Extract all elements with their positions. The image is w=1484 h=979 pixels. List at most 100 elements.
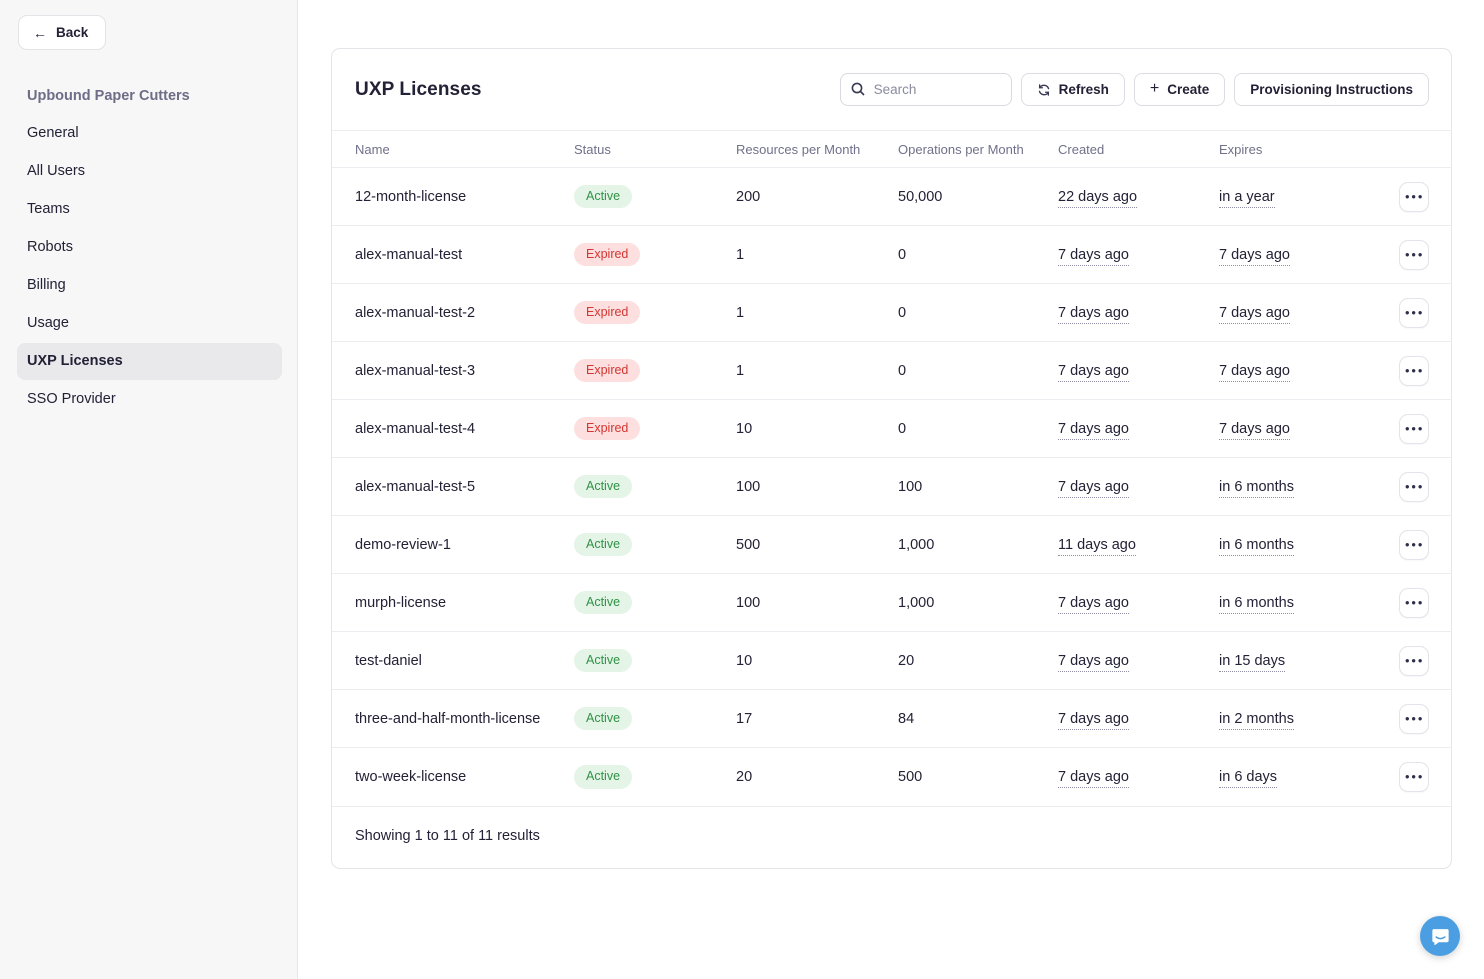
row-menu-button[interactable]: ●●● [1399, 355, 1429, 386]
row-menu-button[interactable]: ●●● [1399, 587, 1429, 618]
table-row: 12-month-license Active 200 50,000 22 da… [332, 167, 1451, 226]
ellipsis-icon: ●●● [1404, 597, 1425, 607]
cell-expires: in 6 months [1219, 457, 1379, 516]
create-button[interactable]: + Create [1133, 73, 1226, 106]
cell-name: 12-month-license [332, 167, 574, 226]
table-row: demo-review-1 Active 500 1,000 11 days a… [332, 515, 1451, 574]
created-tooltip-text: 7 days ago [1058, 594, 1129, 614]
cell-created: 11 days ago [1058, 515, 1219, 574]
cell-created: 7 days ago [1058, 341, 1219, 400]
table-row: three-and-half-month-license Active 17 8… [332, 689, 1451, 748]
column-header-expires: Expires [1219, 130, 1379, 168]
cell-status: Active [574, 689, 736, 748]
main-content: UXP Licenses [298, 0, 1484, 979]
cell-actions: ●●● [1379, 341, 1451, 400]
expires-tooltip-text: in a year [1219, 188, 1275, 208]
toolbar: Refresh + Create Provisioning Instructio… [839, 73, 1429, 106]
cell-name: alex-manual-test-4 [332, 399, 574, 458]
ellipsis-icon: ●●● [1404, 191, 1425, 201]
cell-resources: 17 [736, 689, 898, 748]
created-tooltip-text: 7 days ago [1058, 246, 1129, 266]
created-tooltip-text: 22 days ago [1058, 188, 1138, 208]
cell-operations: 84 [898, 689, 1058, 748]
row-menu-button[interactable]: ●●● [1399, 529, 1429, 560]
status-badge: Active [574, 590, 633, 615]
cell-created: 7 days ago [1058, 689, 1219, 748]
cell-name: murph-license [332, 573, 574, 632]
cell-name: alex-manual-test-5 [332, 457, 574, 516]
created-tooltip-text: 7 days ago [1058, 304, 1129, 324]
sidebar-item-robots[interactable]: Robots [27, 239, 73, 255]
cell-status: Active [574, 167, 736, 226]
status-badge: Active [574, 474, 633, 499]
cell-expires: 7 days ago [1219, 341, 1379, 400]
back-button-label: Back [56, 25, 89, 40]
cell-resources: 10 [736, 399, 898, 458]
row-menu-button[interactable]: ●●● [1399, 239, 1429, 270]
cell-status: Expired [574, 399, 736, 458]
created-tooltip-text: 7 days ago [1058, 652, 1129, 672]
table-body: 12-month-license Active 200 50,000 22 da… [332, 167, 1451, 806]
created-tooltip-text: 7 days ago [1058, 420, 1129, 440]
column-header-actions [1379, 130, 1451, 168]
created-tooltip-text: 7 days ago [1058, 768, 1129, 788]
ellipsis-icon: ●●● [1404, 539, 1425, 549]
plus-icon: + [1149, 80, 1160, 97]
created-tooltip-text: 7 days ago [1058, 362, 1129, 382]
ellipsis-icon: ●●● [1404, 365, 1425, 375]
cell-name: demo-review-1 [332, 515, 574, 574]
chat-launcher-button[interactable] [1420, 916, 1460, 956]
row-menu-button[interactable]: ●●● [1399, 297, 1429, 328]
licenses-table: Name Status Resources per Month Operations … [332, 130, 1451, 806]
expires-tooltip-text: in 2 months [1219, 710, 1294, 730]
ellipsis-icon: ●●● [1404, 655, 1425, 665]
provisioning-instructions-button[interactable]: Provisioning Instructions [1234, 73, 1429, 106]
sidebar-item-all-users[interactable]: All Users [27, 163, 86, 179]
sidebar-item-general[interactable]: General [27, 125, 79, 141]
cell-status: Expired [574, 283, 736, 342]
licenses-card: UXP Licenses [331, 48, 1452, 869]
status-badge: Active [574, 184, 633, 209]
table-row: two-week-license Active 20 500 7 days ag… [332, 748, 1451, 806]
ellipsis-icon: ●●● [1404, 771, 1425, 781]
table-row: alex-manual-test-3 Expired 1 0 7 days ag… [332, 341, 1451, 400]
cell-operations: 0 [898, 341, 1058, 400]
cell-operations: 20 [898, 631, 1058, 690]
back-button[interactable]: ← Back [18, 15, 107, 50]
row-menu-button[interactable]: ●●● [1399, 761, 1429, 792]
sidebar-item-uxp-licenses[interactable]: UXP Licenses [17, 343, 282, 380]
column-header-status: Status [574, 130, 736, 168]
expires-tooltip-text: in 6 months [1219, 594, 1294, 614]
row-menu-button[interactable]: ●●● [1399, 413, 1429, 444]
status-badge: Active [574, 648, 633, 673]
cell-operations: 50,000 [898, 167, 1058, 226]
row-menu-button[interactable]: ●●● [1399, 471, 1429, 502]
row-menu-button[interactable]: ●●● [1399, 703, 1429, 734]
cell-operations: 0 [898, 399, 1058, 458]
expires-tooltip-text: in 6 days [1219, 768, 1278, 788]
cell-status: Expired [574, 225, 736, 284]
row-menu-button[interactable]: ●●● [1399, 181, 1429, 212]
sidebar: ← Back Upbound Paper Cutters General All… [0, 0, 298, 979]
sidebar-item-billing[interactable]: Billing [27, 277, 66, 293]
sidebar-item-usage[interactable]: Usage [27, 315, 69, 331]
cell-status: Active [574, 748, 736, 806]
ellipsis-icon: ●●● [1404, 481, 1425, 491]
search-input[interactable] [839, 73, 1012, 106]
cell-expires: 7 days ago [1219, 399, 1379, 458]
cell-created: 7 days ago [1058, 748, 1219, 806]
search-wrap [839, 73, 1012, 106]
sidebar-item-sso-provider[interactable]: SSO Provider [27, 391, 116, 407]
table-row: alex-manual-test-2 Expired 1 0 7 days ag… [332, 283, 1451, 342]
refresh-button[interactable]: Refresh [1020, 73, 1125, 106]
status-badge: Expired [574, 358, 641, 383]
cell-actions: ●●● [1379, 167, 1451, 226]
status-badge: Expired [574, 300, 641, 325]
row-menu-button[interactable]: ●●● [1399, 645, 1429, 676]
cell-operations: 0 [898, 283, 1058, 342]
sidebar-item-teams[interactable]: Teams [27, 201, 70, 217]
expires-tooltip-text: in 6 months [1219, 536, 1294, 556]
cell-created: 7 days ago [1058, 225, 1219, 284]
back-arrow-icon: ← [33, 24, 47, 41]
cell-resources: 200 [736, 167, 898, 226]
